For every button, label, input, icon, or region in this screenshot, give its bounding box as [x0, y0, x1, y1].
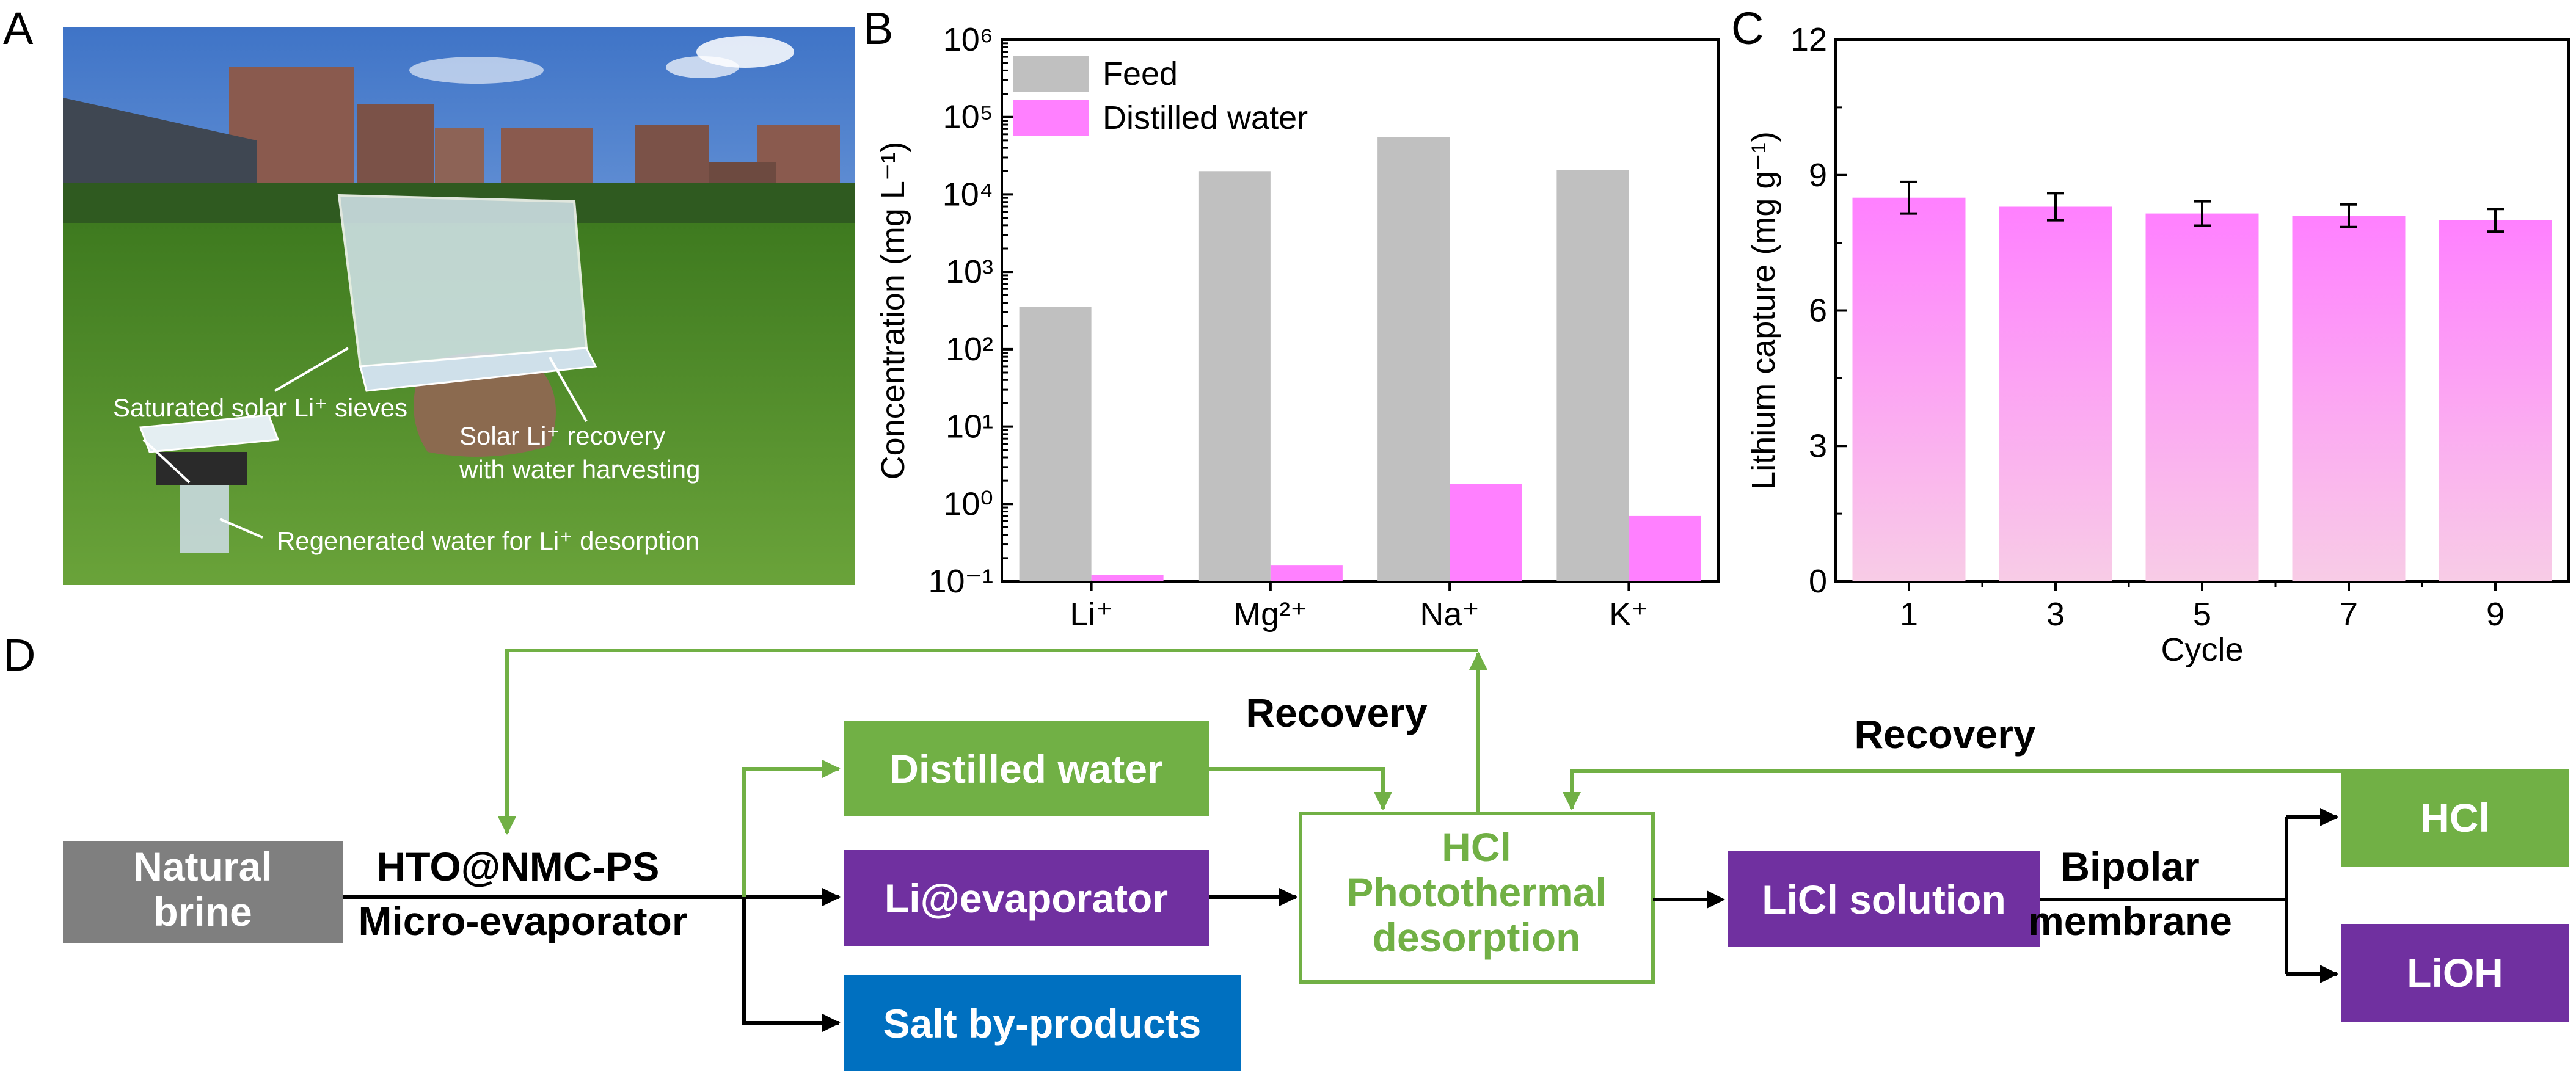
evaporator-label-line2: Micro-evaporator: [358, 898, 687, 943]
lithium-capture-chart: 0 3 6 9 12 1 3 5 7 9 Cycle Lithium capture (mg g⁻¹): [1745, 21, 2570, 668]
field-photo: Saturated solar Li⁺ sieves Solar Li⁺ rec…: [63, 27, 855, 585]
evaporator-label-line1: HTO@NMC-PS: [377, 844, 660, 889]
lioh-label: LiOH: [2407, 950, 2503, 995]
building: [357, 104, 434, 183]
bar-distilled-water: [1450, 484, 1522, 581]
hcl-label: HCl: [2420, 795, 2490, 840]
salt-byproducts-box: [844, 975, 1241, 1071]
bar-feed: [1377, 137, 1450, 582]
y-tick-label: 10³: [946, 253, 993, 290]
x-tick-label: Na⁺: [1420, 596, 1480, 633]
cloud: [666, 56, 739, 78]
recovery-label-1: Recovery: [1246, 690, 1427, 735]
licl-solution-box: [1728, 851, 2040, 947]
distilled-water-box: [844, 721, 1209, 816]
bar-distilled-water: [1270, 565, 1343, 581]
large-evaporator-lid: [337, 194, 588, 368]
bar-cycle: [2439, 220, 2552, 582]
bar-cycle: [2145, 213, 2259, 581]
x-tick-label: Li⁺: [1070, 596, 1113, 633]
photothermal-desorption-box: [1299, 812, 1655, 984]
bipolar-label-line1: Bipolar: [2060, 844, 2199, 889]
bar-cycle: [2292, 216, 2406, 581]
distilled-water-label: Distilled water: [889, 746, 1162, 791]
y-tick-label: 10⁰: [943, 485, 993, 522]
photo-label-recovery-line2: with water harvesting: [459, 455, 701, 484]
callout-line: [549, 357, 588, 422]
legend-swatch: [1013, 56, 1089, 92]
bar-feed: [1556, 170, 1629, 581]
x-axis-label: Cycle: [2161, 631, 2243, 668]
natural-brine-label-line2: brine: [153, 889, 252, 934]
plot-frame: [1001, 38, 1720, 583]
y-tick-label: 10⁵: [943, 99, 993, 136]
bar-feed: [1019, 307, 1092, 581]
large-evaporator-base: [359, 347, 597, 392]
lioh-box: [2341, 924, 2569, 1022]
small-sieve-body: [156, 452, 247, 485]
salt-byproducts-label: Salt by-products: [883, 1001, 1202, 1046]
legend-label: Distilled water: [1103, 100, 1308, 136]
panel-a-letter: A: [3, 3, 34, 54]
panel-d-letter: D: [3, 630, 35, 680]
cloud: [409, 57, 544, 84]
y-tick-label: 3: [1809, 427, 1827, 464]
bar-distilled-water: [1091, 575, 1164, 581]
concentration-chart: 10⁻¹ 10⁰ 10¹ 10² 10³ 10⁴ 10⁵ 10⁶ Li⁺ Mg²⁺ Na⁺ K⁺ Con…: [875, 21, 1720, 633]
y-tick-label: 12: [1790, 21, 1827, 58]
y-axis-label: Lithium capture (mg g⁻¹): [1745, 131, 1782, 490]
y-tick-label: 0: [1809, 563, 1827, 600]
panel-c-letter: C: [1731, 3, 1764, 54]
natural-brine-label-line1: Natural: [133, 844, 272, 889]
natural-brine-box: [63, 841, 343, 943]
x-tick-label: 3: [2046, 596, 2065, 633]
y-tick-label: 10⁴: [943, 176, 993, 213]
legend-swatch: [1013, 100, 1089, 136]
y-tick-label: 6: [1809, 293, 1827, 329]
photo-label-sieves: Saturated solar Li⁺ sieves: [113, 393, 407, 422]
hcl-recovery-arrow: [1563, 769, 2341, 810]
recovery-label-2: Recovery: [1854, 711, 2035, 757]
distilled-water-to-desorption-arrow: [1209, 767, 1392, 810]
x-tick-label: K⁺: [1609, 596, 1649, 633]
li-evaporator-label: Li@evaporator: [885, 876, 1168, 921]
bar-cycle: [1999, 206, 2112, 581]
li-evaporator-box: [844, 850, 1209, 946]
y-tick-label: 10²: [946, 331, 993, 368]
building: [635, 125, 709, 189]
x-tick-label: Mg²⁺: [1233, 596, 1308, 633]
bar-distilled-water: [1629, 515, 1701, 581]
x-tick-label: 9: [2486, 596, 2505, 633]
legend-label: Feed: [1103, 56, 1178, 92]
callout-line: [274, 347, 349, 392]
x-tick-label: 1: [1900, 596, 1918, 633]
callout-line: [219, 518, 263, 539]
desorption-label-line2: Photothermal: [1346, 870, 1606, 915]
building: [435, 128, 484, 183]
licl-solution-label: LiCl solution: [1762, 877, 2006, 922]
hcl-box: [2341, 769, 2569, 867]
y-axis-label: Concentration (mg L⁻¹): [875, 142, 911, 480]
y-tick-label: 10⁶: [943, 21, 993, 58]
photo-label-recovery-line1: Solar Li⁺ recovery: [459, 421, 665, 450]
y-tick-label: 10¹: [946, 409, 993, 445]
process-flow-diagram: Natural brine Distilled water Li@evapora…: [63, 649, 2569, 1071]
bipolar-label-line2: membrane: [2028, 898, 2232, 943]
desorption-label-line1: HCl: [1442, 824, 1511, 870]
salt-byproducts-arrow: [742, 897, 841, 1032]
panel-b-letter: B: [863, 3, 893, 54]
y-tick-label: 9: [1809, 157, 1827, 194]
desorption-label-line3: desorption: [1373, 915, 1581, 960]
callout-line: [142, 438, 191, 484]
building: [501, 128, 593, 186]
recovery-to-evaporator-arrow: [498, 649, 1478, 835]
distilled-water-arrow: [742, 760, 841, 897]
x-tick-label: 7: [2340, 596, 2358, 633]
y-tick-label: 10⁻¹: [928, 563, 993, 600]
bar-cycle: [1852, 197, 1966, 581]
bar-feed: [1198, 171, 1271, 581]
photo-label-regenerated: Regenerated water for Li⁺ desorption: [277, 526, 699, 555]
x-tick-label: 5: [2193, 596, 2211, 633]
